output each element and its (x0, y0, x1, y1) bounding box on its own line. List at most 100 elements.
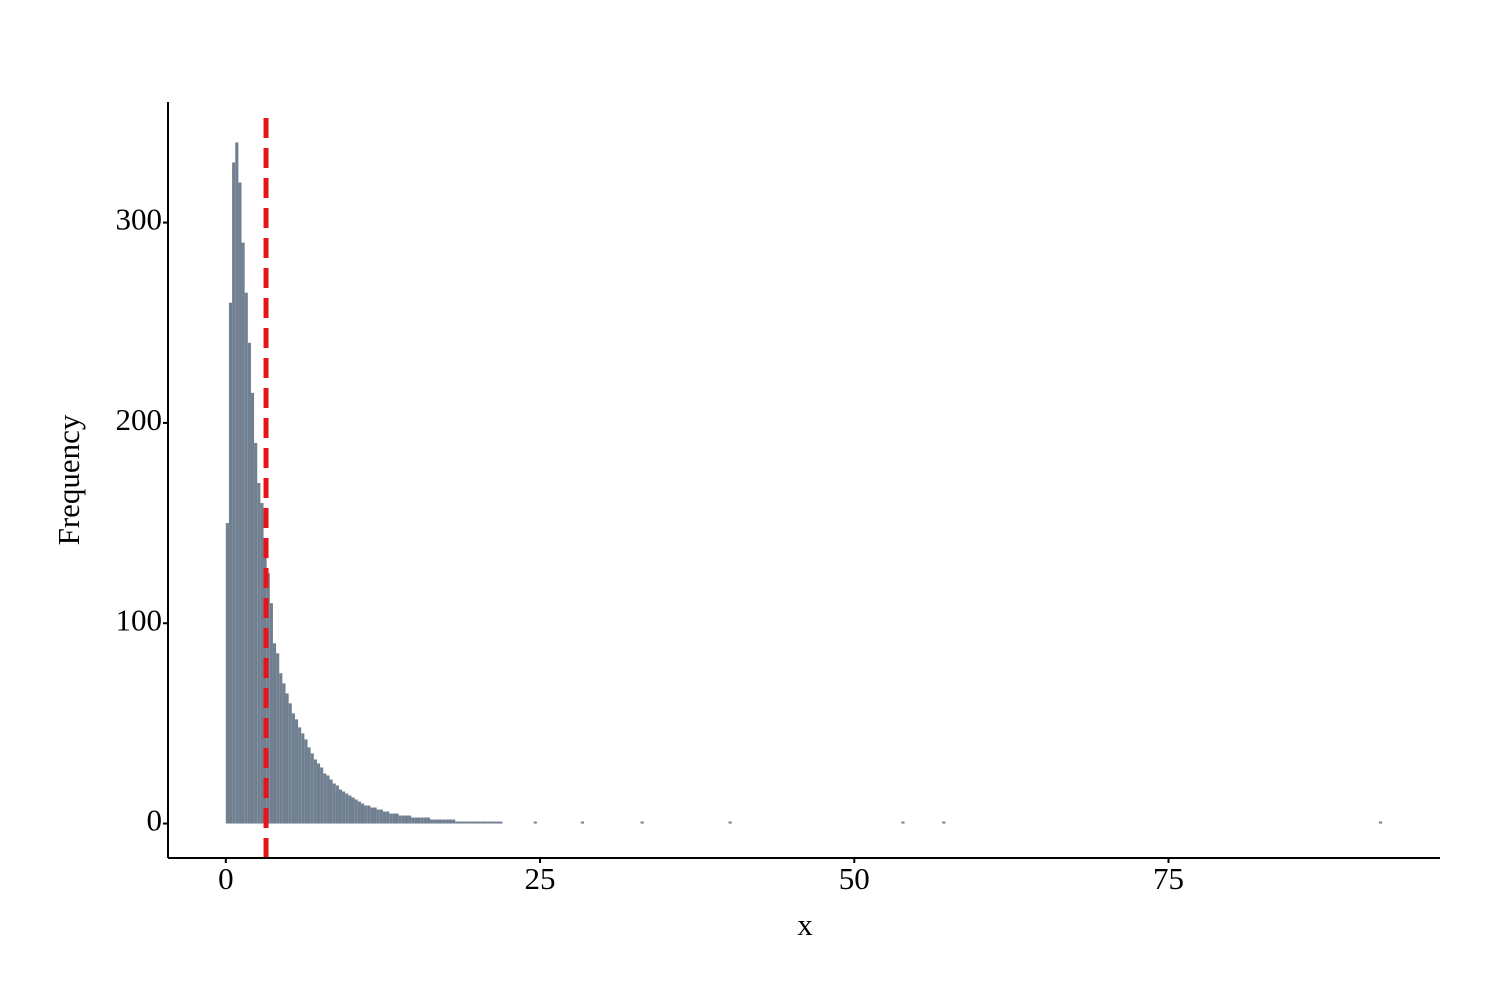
bar (461, 821, 465, 824)
bar (436, 819, 440, 824)
bar (483, 821, 487, 824)
bar (360, 803, 365, 824)
x-axis-label: x (797, 907, 813, 942)
x-tick-label: 75 (1153, 861, 1184, 896)
bar (373, 807, 377, 824)
bar (404, 815, 409, 824)
bar (379, 809, 383, 824)
x-tick-label: 50 (839, 861, 870, 896)
bar (298, 727, 302, 824)
bar (250, 392, 255, 824)
bar (364, 805, 368, 824)
bar (228, 302, 233, 824)
bar (288, 703, 292, 824)
bar (398, 815, 402, 824)
bar (376, 809, 380, 824)
bar (342, 791, 346, 824)
bar (260, 503, 264, 824)
bar (533, 821, 537, 824)
bar (445, 819, 449, 824)
bar (455, 821, 459, 824)
bar (291, 713, 295, 824)
bar (244, 292, 248, 824)
bar (496, 821, 500, 824)
bar (326, 775, 330, 824)
bar (901, 821, 905, 824)
bar (345, 793, 349, 824)
bar (467, 821, 471, 824)
bar (499, 821, 503, 824)
bar (357, 801, 361, 824)
bar (338, 789, 343, 824)
bar (279, 673, 283, 824)
y-tick-label: 200 (116, 402, 163, 437)
bar (323, 773, 327, 824)
bar (426, 817, 431, 824)
bar (294, 719, 299, 824)
bar (354, 799, 358, 824)
y-tick-label: 100 (116, 602, 163, 637)
bar (433, 819, 437, 824)
bar (335, 785, 339, 824)
bar (464, 821, 468, 824)
bar (263, 543, 267, 824)
y-axis-label: Frequency (51, 414, 86, 545)
bar (442, 819, 446, 824)
bar (489, 821, 493, 824)
bar (276, 653, 280, 824)
bar (386, 811, 390, 824)
bar (367, 805, 371, 824)
bar (470, 821, 475, 824)
bar (254, 442, 258, 824)
bar (241, 242, 245, 824)
bar (304, 739, 308, 824)
bar (439, 819, 443, 824)
bar (351, 797, 355, 824)
bar (492, 821, 497, 824)
bar (247, 342, 251, 824)
bar (395, 813, 399, 824)
bar (238, 182, 242, 824)
bar (282, 683, 286, 824)
bar (332, 783, 336, 824)
bar (310, 753, 314, 824)
bar (1379, 821, 1383, 824)
y-tick-label: 0 (147, 803, 163, 838)
bar (411, 817, 415, 824)
bar (448, 819, 453, 824)
bar (486, 821, 490, 824)
bar (320, 767, 324, 824)
bar (477, 821, 481, 824)
bar (316, 763, 321, 824)
bar (423, 817, 427, 824)
bar (458, 821, 462, 824)
bar (382, 811, 387, 824)
bar (640, 821, 644, 824)
bar (257, 483, 261, 824)
x-tick-label: 0 (218, 861, 234, 896)
bar (414, 817, 418, 824)
bar (301, 733, 305, 824)
bar (942, 821, 946, 824)
bar (580, 821, 585, 824)
bar (313, 759, 317, 824)
bar (417, 817, 421, 824)
bar (420, 817, 424, 824)
bar (269, 603, 273, 824)
bar (389, 813, 393, 824)
bar (401, 815, 405, 824)
bar (225, 523, 229, 824)
bar (474, 821, 478, 824)
bar (285, 693, 289, 824)
bar (348, 795, 352, 824)
bar (307, 747, 311, 824)
bar (370, 807, 374, 824)
bar (452, 819, 456, 824)
bar (728, 821, 732, 824)
bar (329, 779, 333, 824)
x-tick-label: 25 (525, 861, 556, 896)
y-tick-label: 300 (116, 202, 163, 237)
bar (408, 815, 412, 824)
bar (392, 813, 396, 824)
bar (480, 821, 484, 824)
